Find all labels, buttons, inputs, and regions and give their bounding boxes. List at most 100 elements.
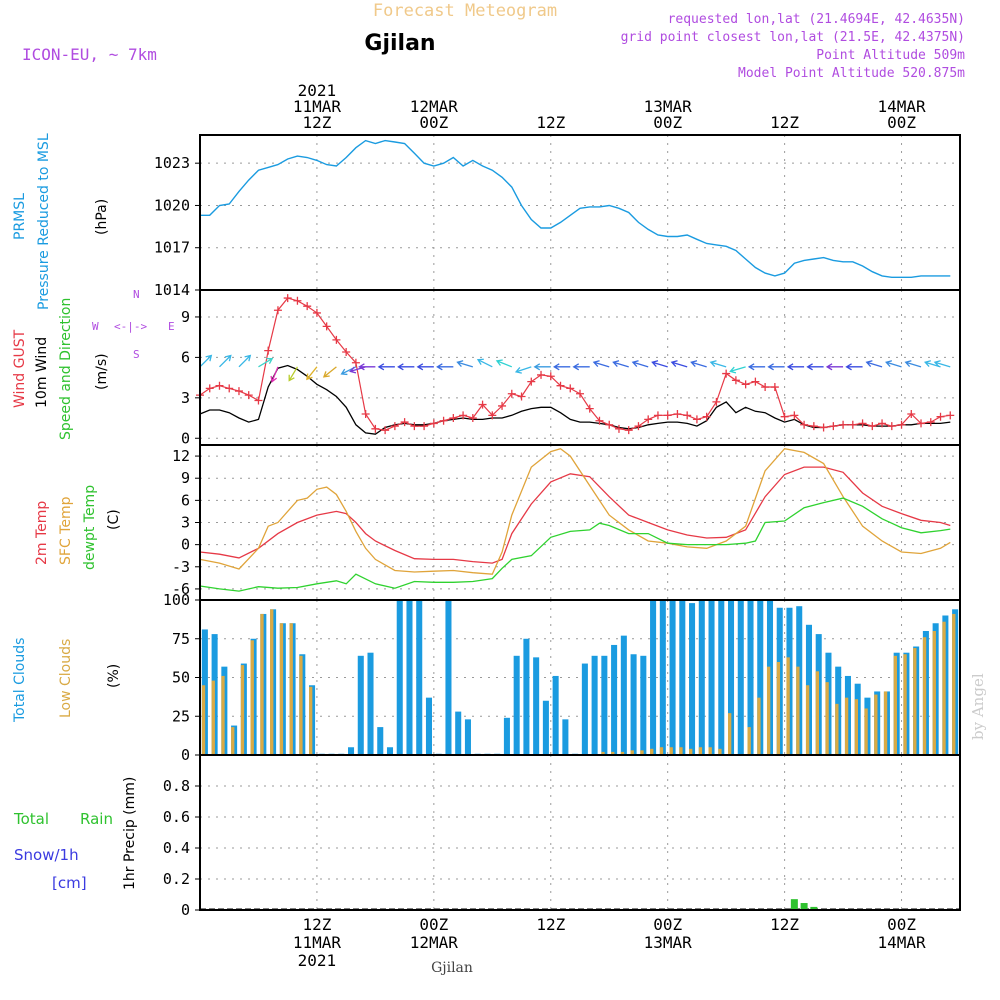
low-clouds-bar (211, 680, 215, 755)
wind-gust-point (205, 384, 214, 393)
total-clouds-bar (386, 747, 394, 755)
y-tick-label: 0 (181, 429, 190, 447)
wind-gust-point (342, 348, 351, 356)
y-tick-label: 0.2 (163, 870, 190, 888)
wind-gust-point (731, 376, 740, 385)
main-title: Forecast Meteogram (373, 1, 557, 21)
wind-gust-point (595, 416, 604, 425)
wind-gust-point (322, 322, 331, 331)
wind-direction-arrow (358, 363, 376, 371)
wind-gust-point (653, 411, 662, 420)
total-clouds-bar (698, 600, 705, 755)
total-clouds-bar (581, 663, 588, 755)
low-clouds-bar (289, 623, 293, 755)
wind-direction-arrow (416, 363, 434, 371)
low-clouds-bar (776, 662, 781, 755)
temp-2m-label: 2m Temp (34, 501, 50, 565)
point-altitude: Point Altitude 509m (816, 48, 965, 63)
model-altitude: Model Point Altitude 520.875m (738, 66, 965, 81)
total-clouds-bar (611, 644, 618, 755)
total-clouds-bar (620, 635, 627, 755)
total-clouds-bar (367, 652, 374, 755)
pressure-unit: (hPa) (94, 199, 110, 235)
wind-gust-point (741, 380, 750, 389)
wind-gust-point (868, 422, 877, 431)
total-clouds-bar (455, 711, 462, 755)
y-tick-label: 1020 (154, 196, 190, 214)
clouds-panel: 0 25 50 75 100 Total Clouds Low Clouds (%) (12, 591, 961, 764)
wind-gust-point (517, 392, 526, 401)
wind-gust-point (819, 423, 828, 432)
wind-gust-point (926, 418, 935, 427)
wind-unit: (m/s) (94, 353, 110, 390)
wind-gust-point (878, 419, 887, 428)
wind-gust-point (273, 306, 282, 315)
wind-direction-arrow (825, 363, 844, 371)
wind-gust-point (576, 389, 584, 398)
wind-direction-arrow (786, 363, 805, 371)
y-tick-label: 12 (172, 447, 190, 465)
wind-speed-dir-label: Speed and Direction (58, 298, 74, 440)
low-clouds-bar (922, 637, 927, 755)
wind-gust-point (673, 410, 682, 418)
low-clouds-bar (620, 751, 625, 755)
low-clouds-bar (270, 609, 274, 755)
top-time-label: 12Z (770, 113, 799, 132)
wind-direction-arrow (729, 366, 746, 374)
total-clouds-bar (523, 638, 530, 755)
wind-gust-point (936, 412, 945, 421)
wind-gust-point (692, 415, 701, 424)
wind-direction-arrow (377, 363, 395, 371)
wind-direction-arrow (456, 360, 474, 368)
low-clouds-bar (874, 694, 878, 755)
temperature-y-ticks: -6 -3 0 3 6 9 12 (172, 447, 200, 598)
low-clouds-bar (250, 640, 254, 755)
low-clouds-bar (669, 747, 673, 755)
low-clouds-bar (786, 657, 790, 755)
total-clouds-bar (503, 717, 510, 755)
low-clouds-bar (835, 703, 839, 755)
wind-gust-point (439, 416, 448, 425)
low-clouds-bar (201, 685, 206, 755)
wind-direction-arrow (533, 363, 551, 371)
bottom-time-label: 00Z (419, 915, 448, 934)
wind-gust-point (537, 370, 546, 379)
temp-dewpt-label: dewpt Temp (82, 485, 98, 570)
wind-y-ticks: 0 3 6 9 (181, 308, 200, 447)
wind-gust-point (790, 411, 799, 420)
wind-gust-point (429, 419, 438, 428)
wind-gust-point (478, 400, 487, 409)
wind-direction-arrow (612, 360, 629, 368)
top-time-label: 00Z (653, 113, 682, 132)
wind-gust-point (917, 419, 926, 428)
low-clouds-bar (689, 748, 693, 755)
top-time-label: 12MAR (410, 97, 459, 116)
wind-compass: W <-|-> E N S (92, 288, 175, 361)
low-clouds-bar (805, 685, 810, 755)
wind-gust-point (663, 411, 672, 420)
low-clouds-bar (903, 654, 907, 755)
low-clouds-bar (601, 751, 605, 755)
wind-gust-point (371, 424, 380, 433)
wind-gust-point (234, 387, 243, 396)
wind-direction-arrow (288, 366, 298, 382)
wind-gust-point (683, 411, 692, 420)
wind-gust-point (390, 422, 399, 431)
temp-2m-line (199, 466, 951, 564)
wind-gust-point (468, 414, 477, 423)
y-tick-label: 1017 (154, 239, 190, 257)
rain-bar (800, 903, 808, 910)
wind-gust-point (761, 383, 770, 392)
total-clouds-bar (757, 600, 764, 755)
total-clouds-bar (601, 655, 608, 755)
low-clouds-bar (913, 648, 917, 755)
snow-unit-label: [cm] (52, 874, 87, 892)
bottom-time-label: 00Z (887, 915, 916, 934)
total-clouds-bar (396, 600, 403, 755)
wind-direction-arrow (885, 360, 902, 368)
wind-direction-arrow (651, 360, 668, 368)
y-tick-label: 1023 (154, 154, 190, 172)
low-clouds-bar (942, 621, 946, 755)
wind-gust-point (585, 404, 594, 413)
